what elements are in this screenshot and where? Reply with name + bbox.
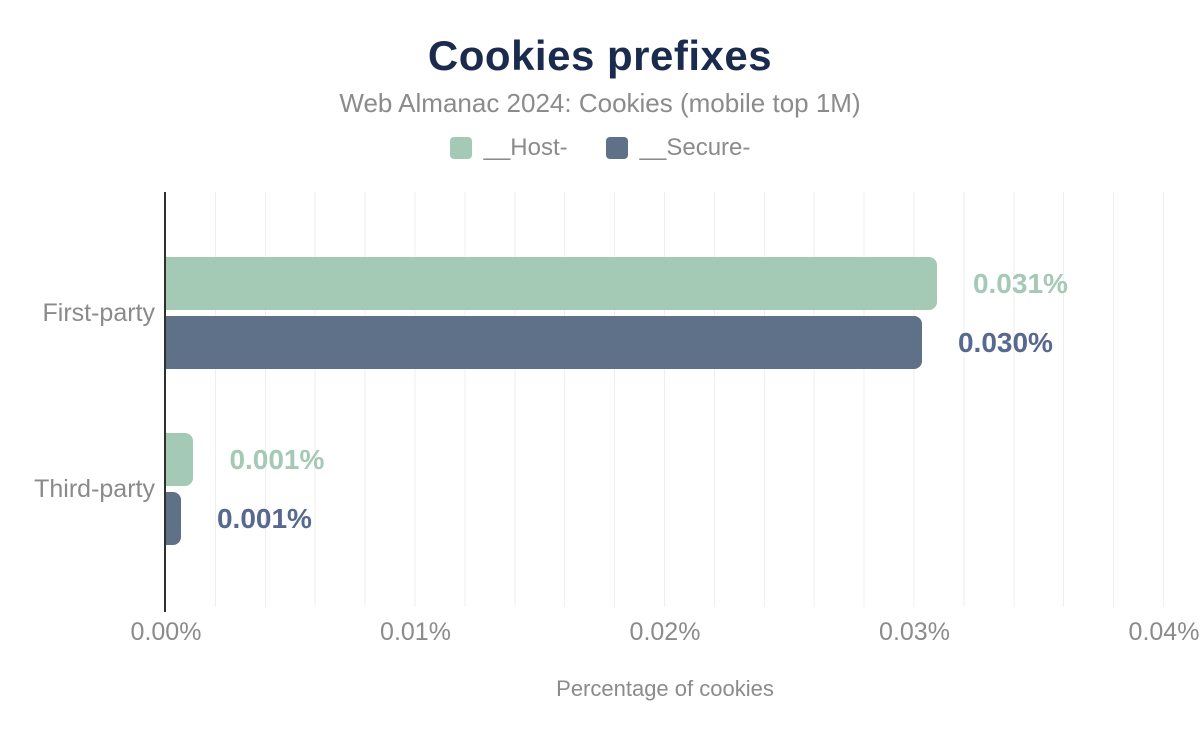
bar-value-label: 0.030% xyxy=(957,326,1053,358)
x-tick-label: 0.03% xyxy=(879,618,950,646)
category-label-third-party: Third-party xyxy=(34,475,155,503)
bar-row: 0.001% xyxy=(166,433,1164,486)
bar-value-label: 0.001% xyxy=(216,502,312,534)
legend-label: __Secure- xyxy=(639,134,751,161)
x-tick-label: 0.01% xyxy=(380,618,451,646)
bar-value-label: 0.031% xyxy=(972,267,1068,299)
x-tick-label: 0.02% xyxy=(629,618,701,646)
legend-item-secure[interactable]: __Secure- xyxy=(605,134,751,162)
legend-label: __Host- xyxy=(483,134,568,161)
plot-area: 0.031% 0.030% 0.001% 0.001% xyxy=(166,192,1164,607)
y-axis-line xyxy=(164,192,166,612)
bar-value-label: 0.001% xyxy=(229,443,325,475)
chart-subtitle: Web Almanac 2024: Cookies (mobile top 1M… xyxy=(339,88,861,118)
bar-host--third-party[interactable] xyxy=(166,433,194,486)
bar-row: 0.031% xyxy=(166,257,1164,310)
x-axis-title: Percentage of cookies xyxy=(556,676,774,701)
category-label-first-party: First-party xyxy=(42,299,156,327)
chart-legend: __Host- __Secure- xyxy=(0,134,1200,162)
bar-host--first-party[interactable] xyxy=(166,257,937,310)
x-tick-label: 0.00% xyxy=(130,618,202,646)
bar-row: 0.001% xyxy=(166,492,1164,545)
legend-item-host[interactable]: __Host- xyxy=(449,134,568,162)
bar-secure--third-party[interactable] xyxy=(166,492,181,545)
chart-title: Cookies prefixes xyxy=(427,32,773,79)
x-axis-ticks: 0.00% 0.01% 0.02% 0.03% 0.04% xyxy=(131,618,1200,648)
legend-swatch-icon xyxy=(605,137,628,159)
bar-row: 0.030% xyxy=(166,316,1164,369)
x-tick-label: 0.04% xyxy=(1128,618,1200,646)
bar-secure--first-party[interactable] xyxy=(166,316,922,369)
legend-swatch-icon xyxy=(449,137,472,159)
